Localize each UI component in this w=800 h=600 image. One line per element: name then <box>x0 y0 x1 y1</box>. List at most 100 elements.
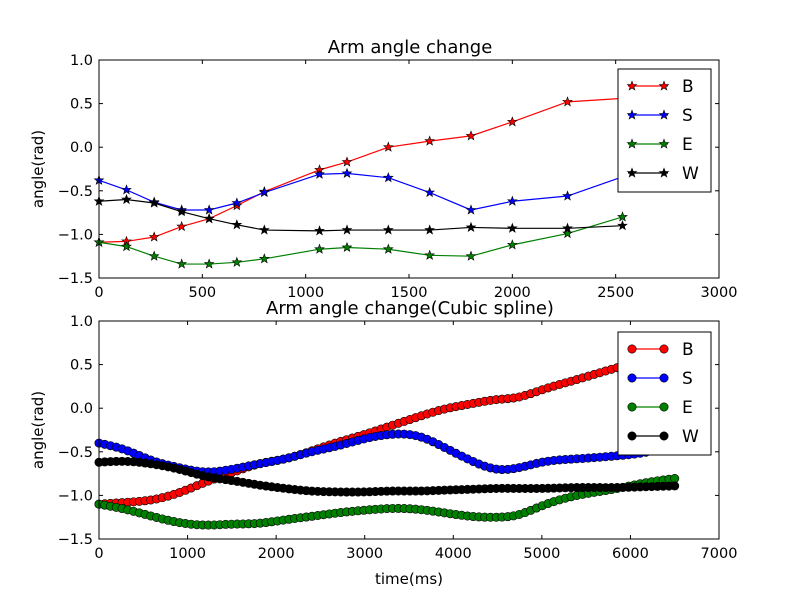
legend-marker <box>659 431 669 441</box>
legend-entry-w: W <box>627 427 699 447</box>
legend-marker <box>626 80 638 91</box>
data-point-e <box>121 240 132 252</box>
data-point-w <box>617 220 628 231</box>
data-point-e <box>176 258 188 269</box>
data-point-s <box>465 204 477 215</box>
x-tick-label: 6000 <box>612 546 649 562</box>
legend-label: W <box>682 164 699 184</box>
legend-entry-b: B <box>626 77 694 97</box>
x-tick-label: 3000 <box>701 285 738 301</box>
legend-entry-s: S <box>627 369 693 389</box>
x-tick-label: 1000 <box>287 285 324 301</box>
data-point-e <box>341 241 353 253</box>
y-tick-label: −0.5 <box>58 445 93 461</box>
series-e <box>94 474 680 530</box>
chart-title: Arm angle change(Cubic spline) <box>266 298 554 319</box>
y-tick-label: 1.0 <box>70 314 93 330</box>
data-point-b <box>382 141 394 152</box>
y-tick-label: −1.0 <box>58 488 93 504</box>
data-point-b <box>562 96 573 107</box>
legend-marker <box>659 344 669 354</box>
x-tick-label: 2000 <box>494 285 531 301</box>
series-s <box>93 167 628 215</box>
y-axis-label: angle(rad) <box>29 130 47 208</box>
data-point-e <box>203 258 215 269</box>
data-point-w <box>506 222 518 233</box>
legend-label: W <box>682 427 699 447</box>
legend-marker <box>658 109 670 120</box>
data-point-s <box>506 195 518 206</box>
data-point-b <box>176 220 188 232</box>
legend-marker <box>626 138 638 149</box>
legend-marker <box>659 402 669 412</box>
x-tick-label: 1500 <box>391 285 428 301</box>
data-point-w <box>314 225 325 236</box>
legend-entry-e: E <box>626 135 693 155</box>
legend-marker <box>627 402 637 412</box>
x-tick-label: 3000 <box>346 546 383 562</box>
x-tick-label: 0 <box>94 546 103 562</box>
x-tick-label: 7000 <box>701 546 738 562</box>
legend-marker <box>659 373 669 383</box>
y-axis-label: angle(rad) <box>29 391 47 469</box>
y-tick-label: −1.5 <box>58 271 93 287</box>
y-tick-label: 0.0 <box>70 401 93 417</box>
data-point-w <box>203 213 215 224</box>
data-point-w <box>670 481 680 491</box>
data-point-w <box>121 193 132 205</box>
legend-label: B <box>682 77 694 97</box>
y-tick-label: −0.5 <box>58 184 93 200</box>
x-tick-label: 1000 <box>169 546 206 562</box>
data-point-e <box>465 250 477 261</box>
data-point-s <box>121 184 132 195</box>
data-point-s <box>382 172 394 183</box>
data-point-w <box>465 221 477 233</box>
data-point-w <box>562 222 573 233</box>
legend-label: S <box>682 369 693 389</box>
legend-entry-b: B <box>627 340 694 360</box>
data-point-e <box>382 243 394 254</box>
data-point-w <box>424 224 436 235</box>
legend-marker <box>626 167 638 178</box>
data-point-s <box>258 186 270 198</box>
legend-entry-s: S <box>626 106 693 126</box>
data-point-s <box>424 186 436 198</box>
plot-area <box>93 92 628 269</box>
x-tick-label: 500 <box>188 285 216 301</box>
legend-marker <box>626 109 638 120</box>
data-point-e <box>424 249 436 260</box>
x-axis-label: time(ms) <box>375 570 443 588</box>
data-point-s <box>203 204 215 215</box>
series-s <box>94 429 680 477</box>
axes-frame <box>98 320 720 540</box>
y-tick-label: 0.0 <box>70 140 93 156</box>
data-point-e <box>258 253 270 264</box>
chart-arm-angle-change: Arm angle change angle(rad) 0 500 1000 1500… <box>29 37 737 301</box>
legend-label: B <box>682 340 694 360</box>
legend-marker <box>658 138 670 149</box>
x-tick-label: 4000 <box>435 546 472 562</box>
y-tick-label: 0.5 <box>70 97 93 113</box>
data-point-e <box>617 211 628 222</box>
data-point-s <box>314 168 325 179</box>
data-point-e <box>314 243 325 254</box>
data-point-s <box>341 167 353 178</box>
legend-marker <box>627 431 637 441</box>
legend-marker <box>627 344 637 354</box>
x-tick-label: 0 <box>94 285 103 301</box>
data-point-w <box>231 219 243 230</box>
chart-arm-angle-change-cubic-spline: Arm angle change(Cubic spline) angle(rad… <box>29 298 737 588</box>
data-point-b <box>506 116 518 127</box>
legend-entry-e: E <box>627 398 693 418</box>
legend-marker <box>658 167 670 178</box>
data-point-b <box>148 231 160 242</box>
data-point-w <box>258 224 270 235</box>
chart-title: Arm angle change <box>328 37 493 58</box>
legend-label: S <box>682 106 693 126</box>
series-w <box>94 456 680 497</box>
data-point-e <box>231 256 243 267</box>
legend-label: E <box>682 398 693 418</box>
data-point-b <box>465 130 477 141</box>
x-tick-label: 2500 <box>597 285 634 301</box>
data-point-w <box>148 197 160 208</box>
